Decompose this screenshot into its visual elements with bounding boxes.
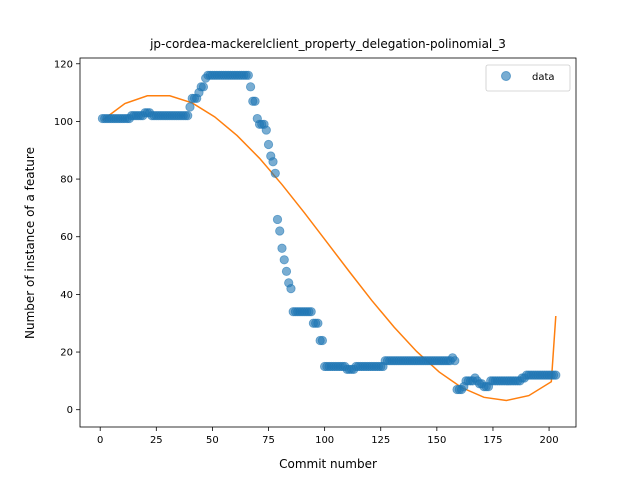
legend-marker bbox=[501, 71, 511, 81]
data-point bbox=[185, 102, 195, 112]
data-point bbox=[272, 214, 283, 225]
legend-box bbox=[485, 64, 571, 92]
y-tick-label: 20 bbox=[60, 348, 73, 359]
y-tick-label: 60 bbox=[60, 232, 73, 243]
x-tick-label: 100 bbox=[315, 435, 334, 446]
y-axis-title: Number of instance of a feature bbox=[23, 147, 37, 339]
plot-frame bbox=[79, 57, 577, 428]
fit-curve bbox=[101, 95, 557, 402]
x-tick-label: 25 bbox=[150, 435, 163, 446]
fit-curve-layer bbox=[101, 95, 557, 402]
x-tick-label: 175 bbox=[483, 435, 502, 446]
data-point bbox=[450, 356, 460, 366]
x-axis-title: Commit number bbox=[279, 457, 377, 471]
data-point bbox=[551, 370, 561, 380]
x-tick-label: 125 bbox=[371, 435, 390, 446]
x-tick-label: 150 bbox=[427, 435, 446, 446]
data-point bbox=[270, 168, 280, 178]
x-tick-label: 75 bbox=[262, 435, 275, 446]
x-tick-label: 50 bbox=[206, 435, 219, 446]
data-point bbox=[306, 307, 316, 317]
data-point bbox=[245, 82, 256, 92]
legend-label: data bbox=[532, 72, 555, 83]
data-point bbox=[317, 335, 327, 346]
data-point bbox=[281, 266, 292, 276]
y-tick-label: 100 bbox=[54, 117, 73, 128]
y-tick-label: 40 bbox=[60, 290, 73, 301]
data-point bbox=[263, 139, 274, 150]
legend: data bbox=[485, 64, 571, 92]
y-tick-label: 120 bbox=[54, 59, 73, 70]
x-axis-ticks: 0 25 50 75 100 125 150 175 200 bbox=[97, 427, 559, 446]
x-tick-label: 0 bbox=[97, 435, 103, 446]
data-point bbox=[275, 226, 285, 236]
data-point bbox=[277, 243, 287, 253]
x-tick-label: 200 bbox=[540, 435, 559, 446]
scatter-points-layer bbox=[97, 70, 561, 395]
data-point bbox=[250, 96, 260, 106]
chart-title: jp-cordea-mackerelclient_property_delega… bbox=[149, 37, 506, 51]
data-point bbox=[243, 70, 253, 80]
y-tick-label: 0 bbox=[67, 405, 73, 416]
data-point bbox=[198, 82, 209, 92]
data-point bbox=[279, 255, 289, 265]
data-point bbox=[268, 157, 278, 167]
data-point bbox=[313, 318, 323, 328]
y-axis-ticks: 0 20 40 60 80 100 120 bbox=[54, 59, 80, 416]
y-tick-label: 80 bbox=[60, 175, 73, 186]
data-point bbox=[286, 284, 296, 294]
data-point bbox=[183, 111, 193, 121]
data-point bbox=[261, 125, 271, 135]
